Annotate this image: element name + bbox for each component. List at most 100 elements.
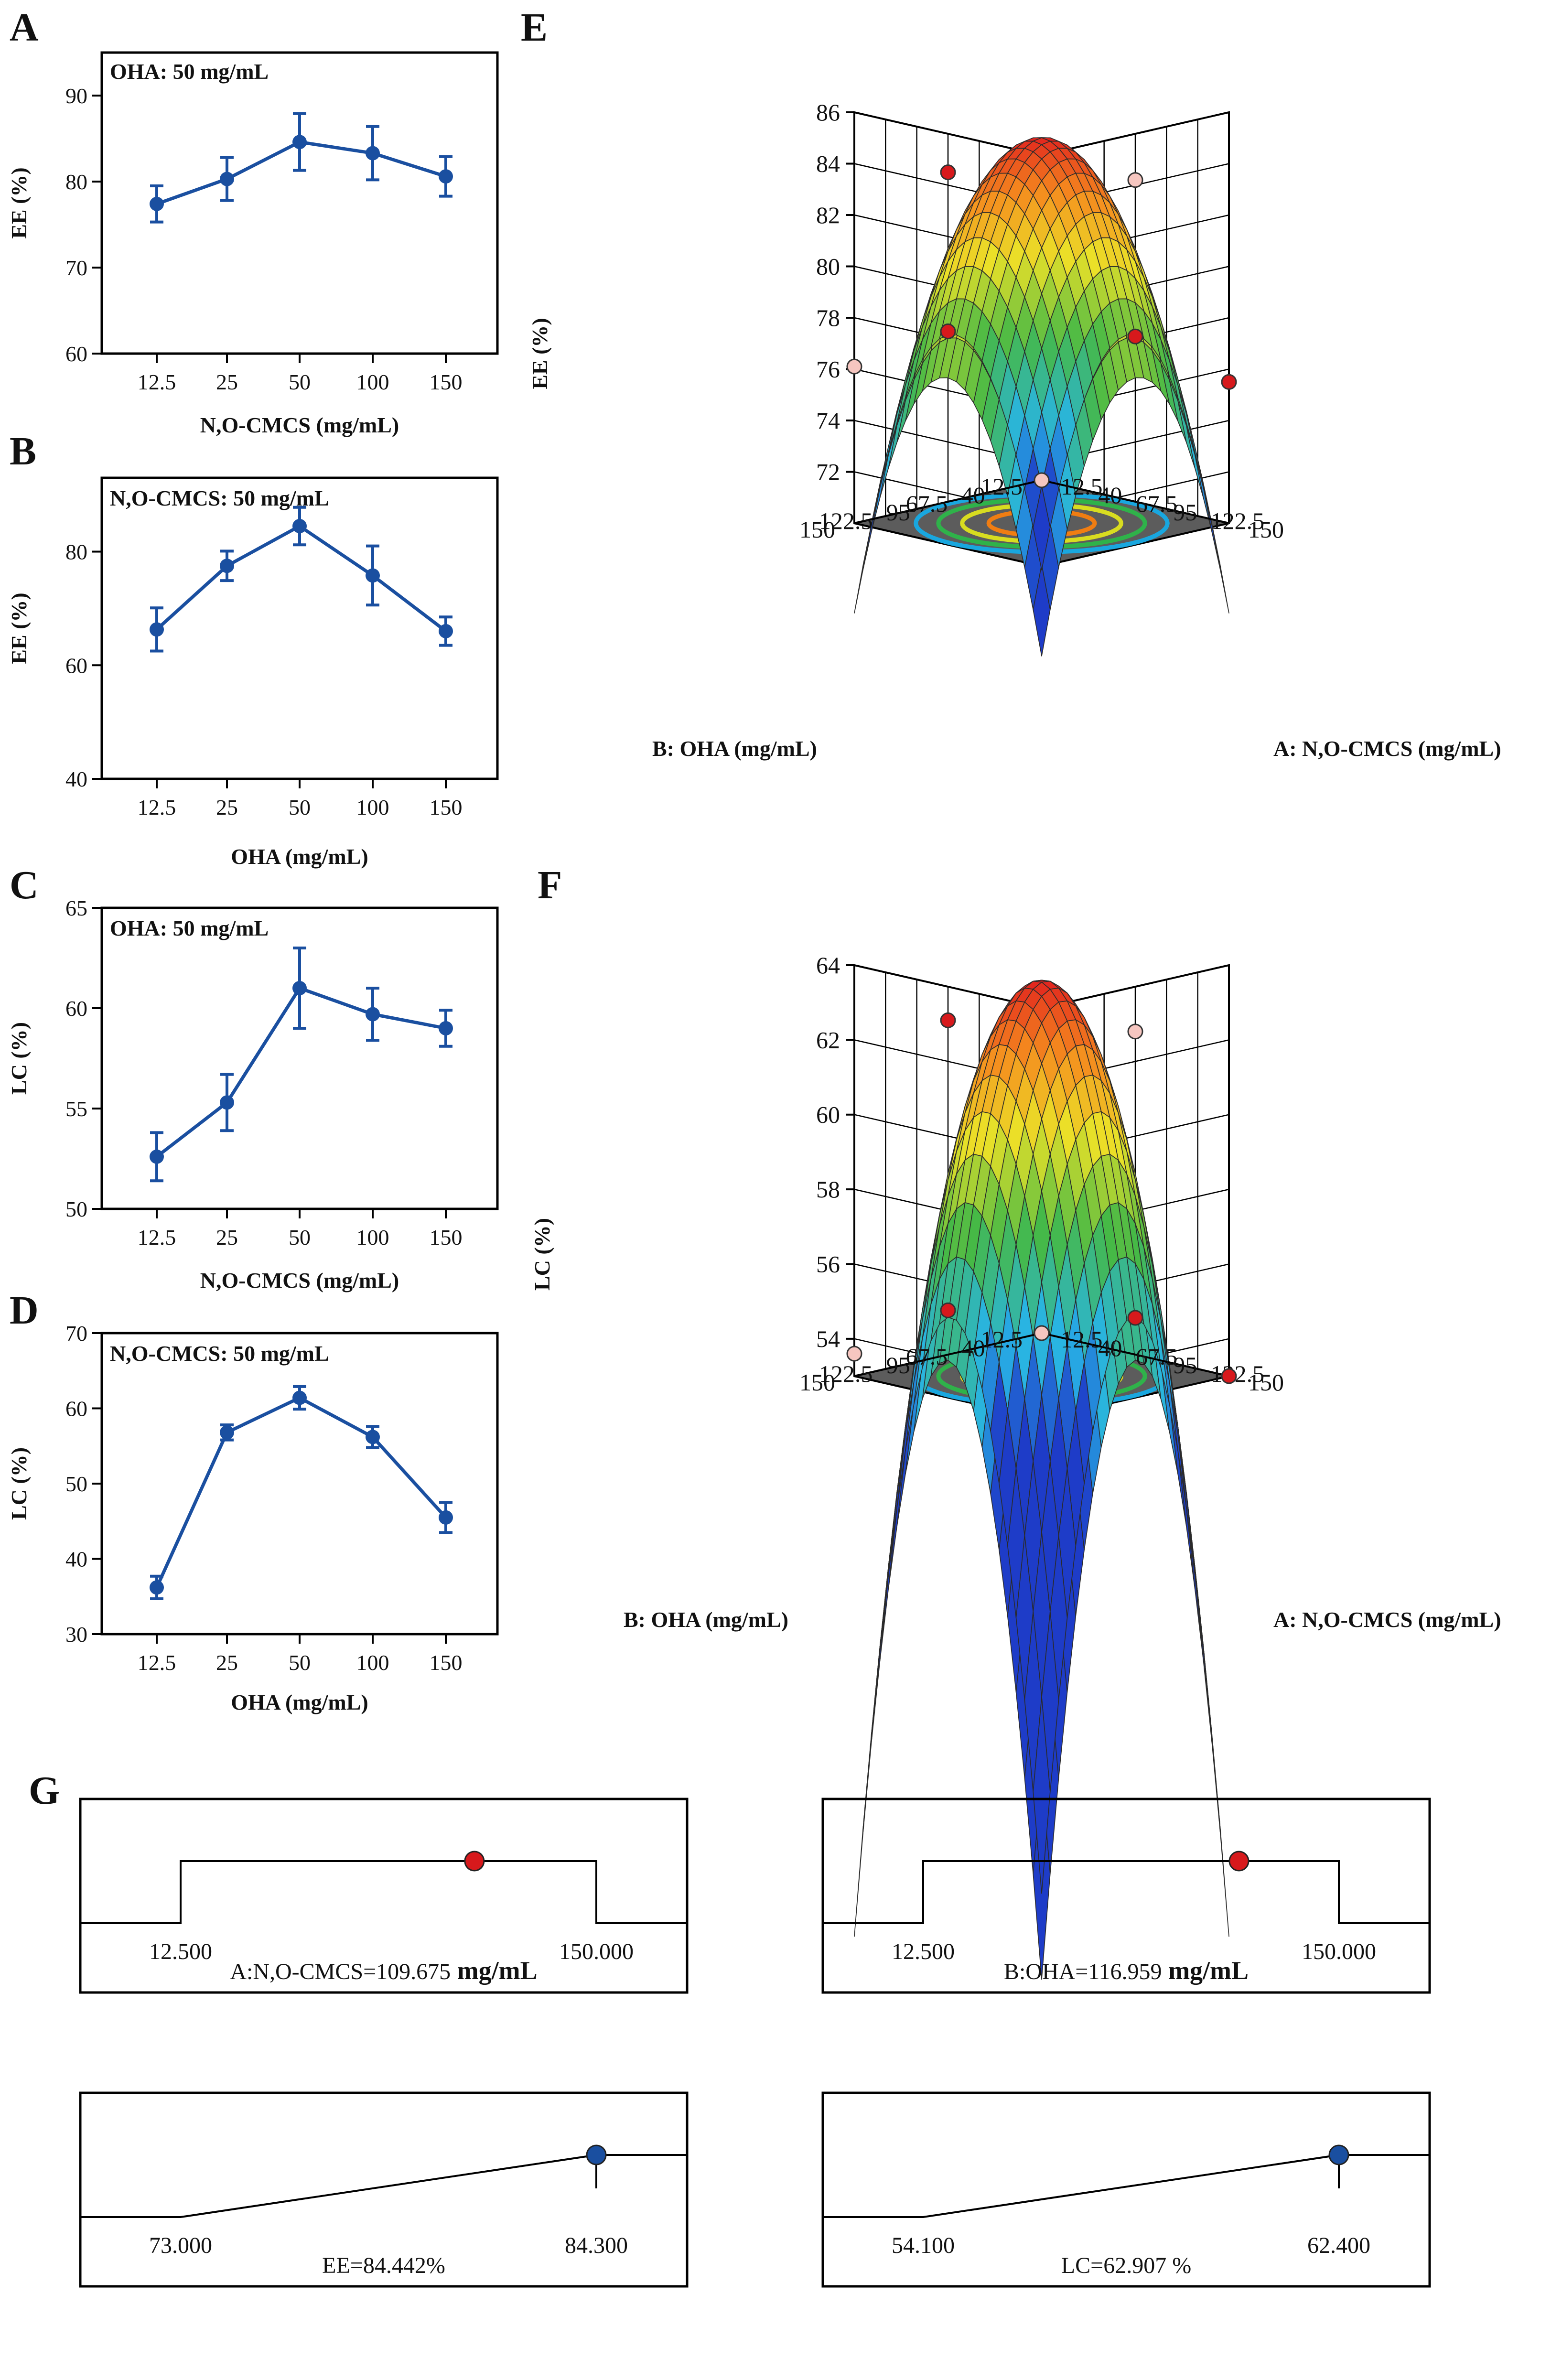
x-axis-label-e: A: N,O-CMCS (mg/mL)	[1273, 736, 1501, 761]
surface-mesh	[854, 980, 1229, 1980]
ramp-result-unit: mg/mL	[451, 1956, 538, 1985]
design-point	[940, 1012, 956, 1028]
data-point	[439, 1510, 453, 1525]
y-tick-label: 80	[65, 170, 87, 194]
data-point	[292, 135, 307, 150]
design-point	[1034, 472, 1050, 488]
x-tick-label: 150	[430, 1650, 463, 1675]
y-tick-label: 40	[961, 482, 985, 508]
y-tick-label: 60	[65, 1397, 87, 1421]
ramp-frame	[79, 1798, 689, 1994]
data-point	[366, 1430, 380, 1444]
z-tick-label: 62	[816, 1026, 840, 1053]
x-tick-label: 122.5	[1211, 507, 1265, 534]
ramp-result-label: LC=62.907 %	[1061, 2253, 1191, 2278]
y-tick-label: 95	[886, 499, 910, 526]
design-point	[1221, 374, 1237, 390]
data-point	[439, 169, 453, 184]
x-tick-label: 25	[216, 1650, 238, 1675]
ramp-high-label: 150.000	[559, 1939, 634, 1964]
x-tick-label: 12.5	[138, 795, 176, 819]
panel-f: F LC (%) B: OHA (mg/mL) A: N,O-CMCS (mg/…	[530, 863, 1501, 1980]
data-point	[366, 146, 380, 161]
panel-e: E EE (%) B: OHA (mg/mL) A: N,O-CMCS (mg/…	[521, 5, 1501, 761]
optimum-point	[1228, 1851, 1250, 1872]
z-tick-label: 64	[816, 952, 840, 979]
data-point	[439, 1021, 453, 1035]
data-point	[292, 519, 307, 534]
x-tick-label: 50	[289, 795, 311, 819]
y-axis-label-d: LC (%)	[7, 1447, 31, 1520]
design-point	[940, 164, 956, 181]
y-tick-label: 70	[65, 256, 87, 280]
x-tick-label: 40	[1098, 1335, 1122, 1361]
z-tick-label: 80	[816, 253, 840, 280]
x-axis-label-a: N,O-CMCS (mg/mL)	[200, 413, 399, 437]
z-tick-label: 60	[816, 1101, 840, 1128]
ramp-line	[823, 1860, 1430, 1924]
z-tick-label: 76	[816, 356, 840, 383]
optimum-point	[1328, 2144, 1349, 2165]
y-tick-label: 80	[65, 540, 87, 564]
surface-plot-e: 727476788082848612.54067.595122.515012.5…	[799, 99, 1284, 657]
z-tick-label: 72	[816, 459, 840, 485]
z-axis-label-f: LC (%)	[530, 1218, 554, 1291]
x-tick-label: 12.5	[138, 1225, 176, 1249]
data-point	[150, 196, 164, 211]
x-tick-label: 122.5	[1211, 1360, 1265, 1387]
design-point	[846, 1346, 862, 1362]
panel-d: D N,O-CMCS: 50 mg/mL LC (%) OHA (mg/mL) …	[7, 1288, 499, 1714]
y-axis-label-a: EE (%)	[7, 167, 31, 239]
z-tick-label: 56	[816, 1250, 840, 1277]
x-tick-label: 150	[1248, 516, 1284, 543]
y-axis-label-b: EE (%)	[7, 592, 31, 664]
ramp-frame	[79, 2091, 689, 2288]
y-tick-label: 95	[886, 1352, 910, 1378]
ramp-high-label: 62.400	[1307, 2233, 1370, 2258]
marks-d: 30 40 50 60 70 12.5 25 50 100 150	[65, 1321, 463, 1675]
ramp-result-unit: mg/mL	[1162, 1956, 1249, 1985]
z-tick-label: 84	[816, 151, 840, 177]
condition-annotation-c: OHA: 50 mg/mL	[110, 916, 269, 940]
panel-b: B N,O-CMCS: 50 mg/mL EE (%) OHA (mg/mL) …	[7, 429, 499, 869]
design-point	[1127, 172, 1143, 188]
y-tick-label: 67.5	[906, 1343, 948, 1370]
panel-label-f: F	[538, 863, 562, 907]
ramp-low-label: 73.000	[149, 2233, 212, 2258]
series-line	[155, 986, 446, 1158]
y-tick-label: 60	[65, 996, 87, 1021]
y-tick-label: 70	[65, 1321, 87, 1346]
y-tick-label: 60	[65, 342, 87, 366]
x-tick-label: 150	[430, 795, 463, 819]
y-tick-label: 150	[799, 1369, 835, 1396]
data-point	[150, 622, 164, 637]
condition-annotation-a: OHA: 50 mg/mL	[110, 59, 269, 84]
x-tick-label: 100	[356, 795, 389, 819]
ramp-frame	[821, 1798, 1431, 1994]
z-axis-label-e: EE (%)	[528, 318, 552, 389]
data-point	[220, 559, 234, 573]
y-tick-label: 50	[65, 1197, 87, 1221]
panel-label-e: E	[521, 5, 548, 50]
x-tick-label: 95	[1173, 1352, 1197, 1378]
condition-annotation-d: N,O-CMCS: 50 mg/mL	[110, 1341, 329, 1366]
design-point	[940, 1302, 956, 1318]
x-tick-label: 100	[356, 1650, 389, 1675]
ramp-high-label: 150.000	[1302, 1939, 1376, 1964]
series-line	[156, 140, 447, 206]
surface-cell	[1033, 1697, 1051, 1894]
x-tick-label: 150	[430, 1225, 463, 1249]
data-point	[220, 172, 234, 186]
design-point	[1034, 1325, 1050, 1341]
ramp-result-label: EE=84.442%	[322, 2253, 445, 2278]
condition-annotation-b: N,O-CMCS: 50 mg/mL	[110, 486, 329, 510]
marks-b: 40 60 80 12.5 25 50 100 150	[65, 506, 463, 819]
optimum-point	[586, 2144, 607, 2165]
data-point	[220, 1425, 234, 1440]
x-tick-label: 25	[216, 795, 238, 819]
ramp-result-label: B:OHA=116.959 mg/mL	[1004, 1956, 1249, 1985]
design-point	[1127, 1023, 1143, 1040]
desirability-ramp: 73.000 84.300 EE=84.442%	[79, 2091, 689, 2288]
x-tick-label: 50	[289, 1650, 311, 1675]
